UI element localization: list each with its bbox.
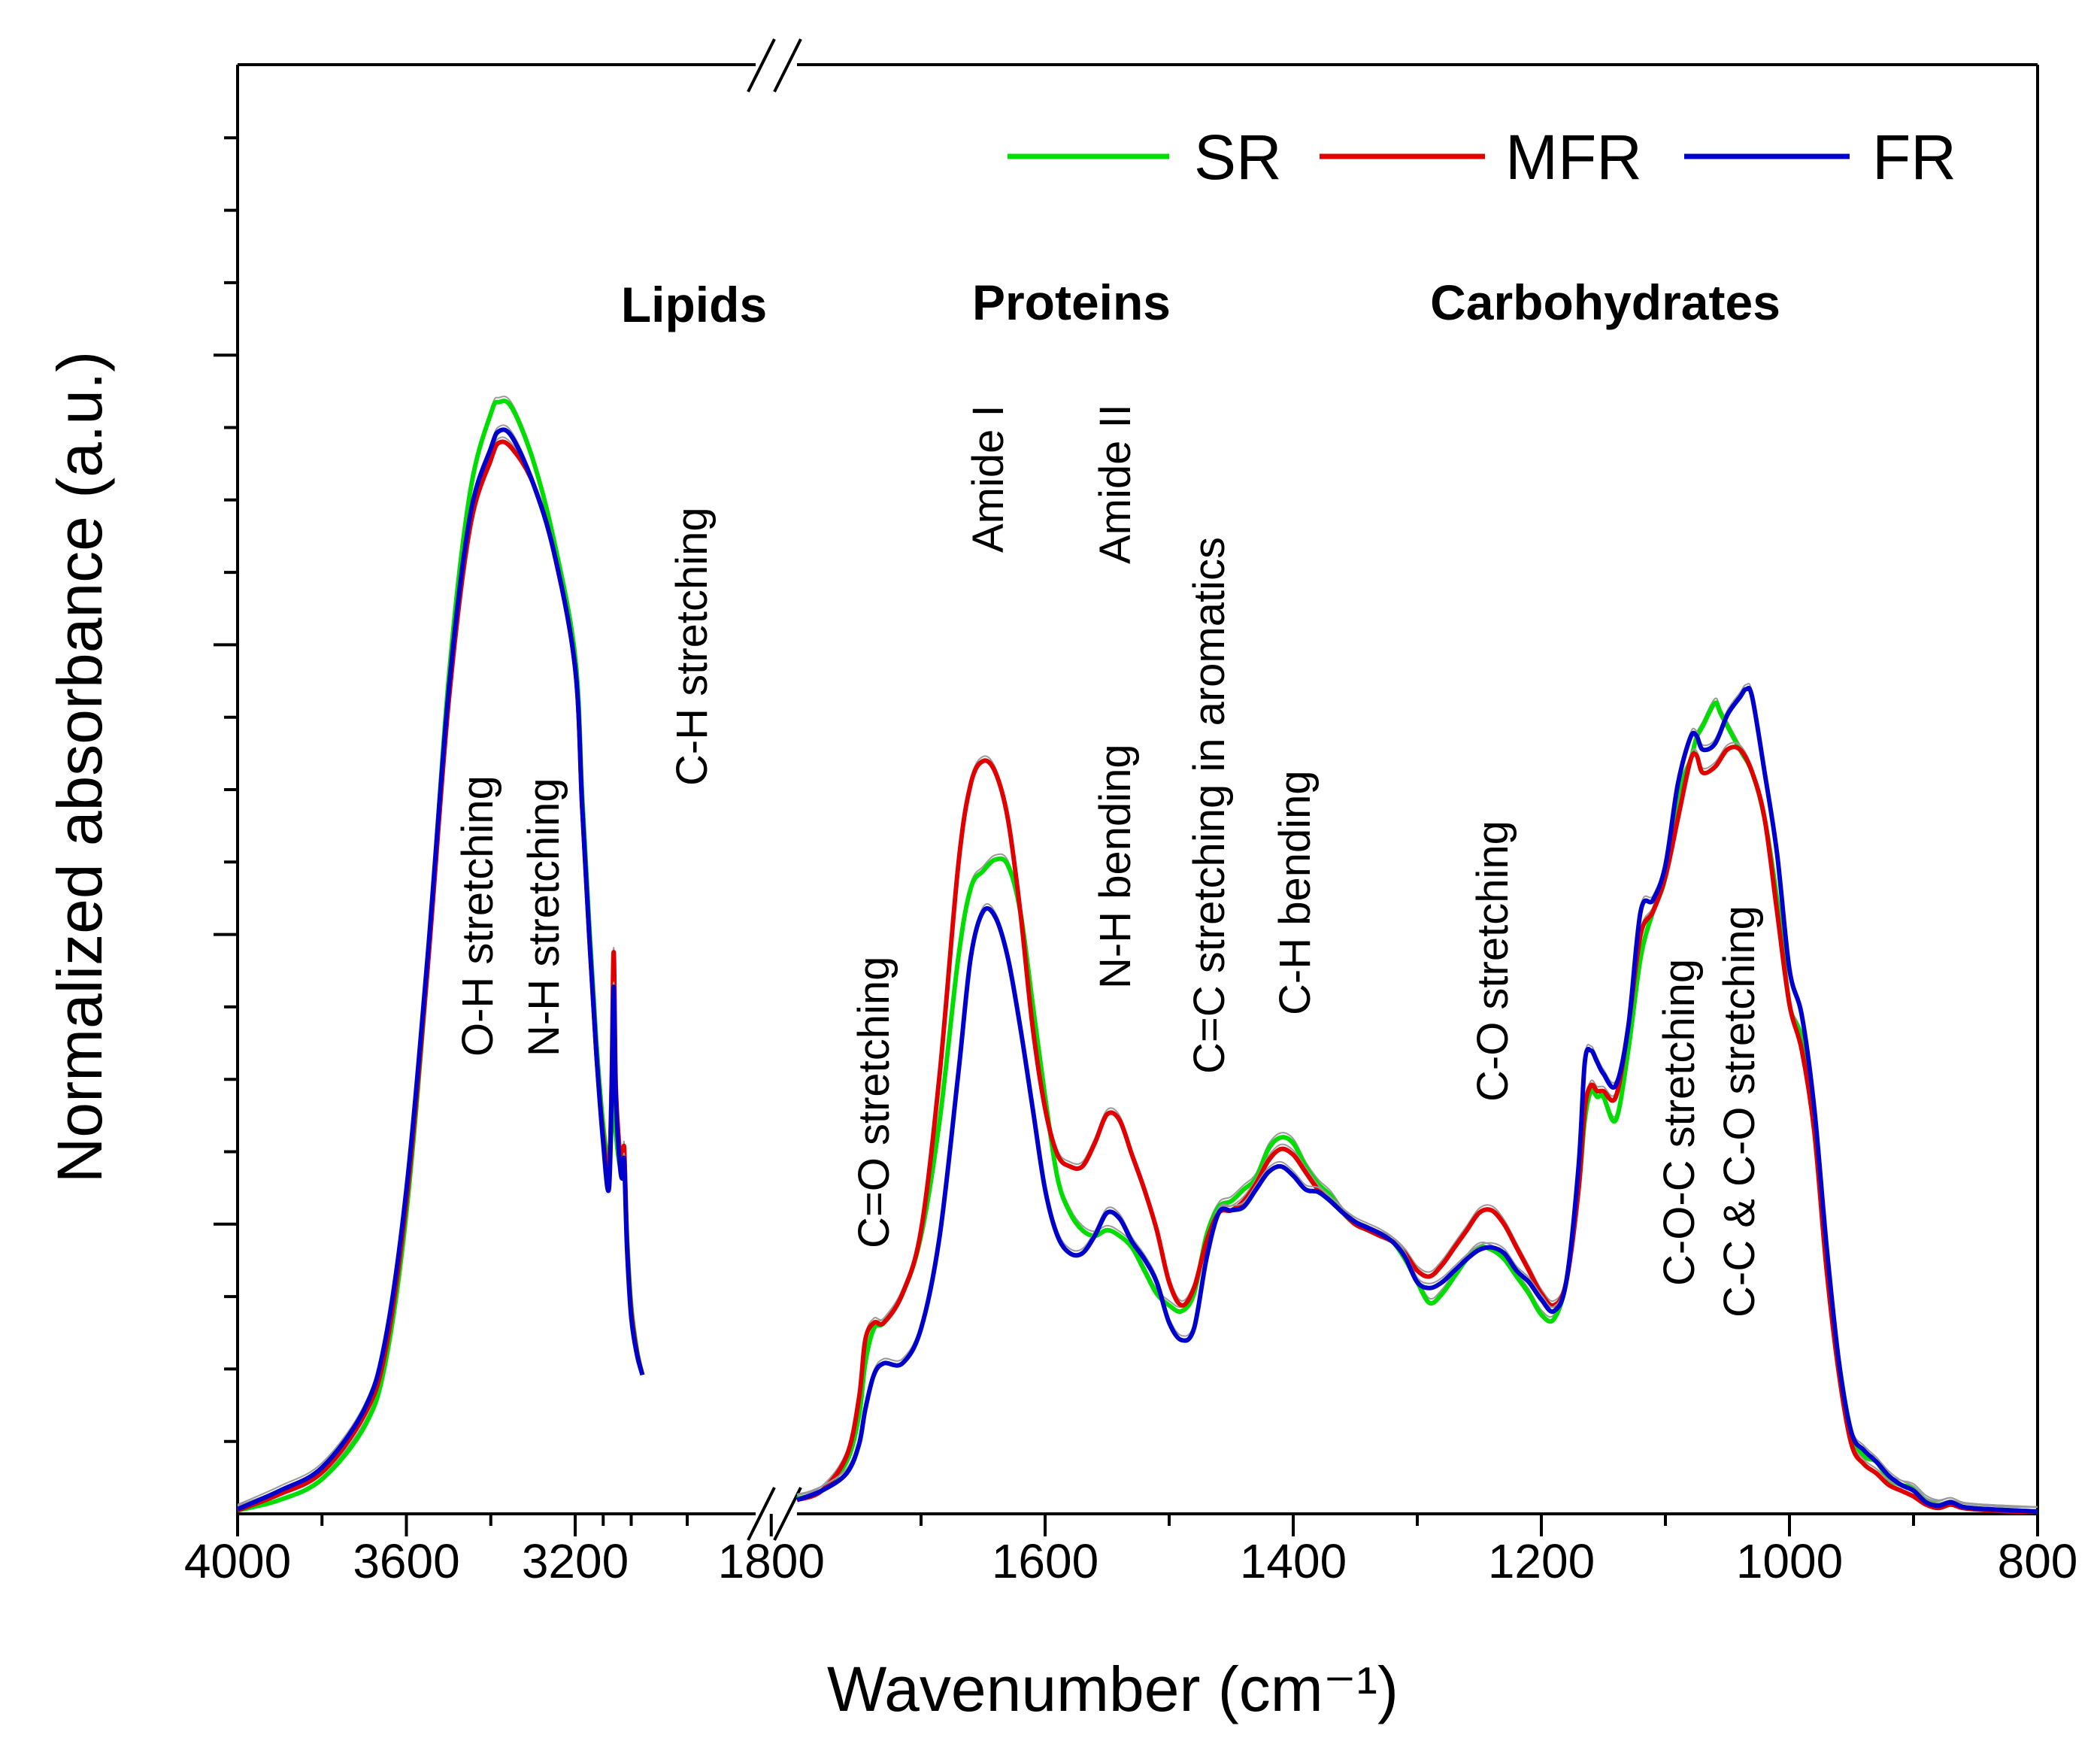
x-axis-ticks	[236, 1514, 2039, 1536]
x-axis-tick-labels: 4000 3600 3200 1800 1600 1400 1200 1000 800	[184, 1534, 2078, 1588]
legend: SR MFR FR	[1008, 122, 1956, 193]
x-tick-label-4000: 4000	[184, 1534, 291, 1588]
annotation-oh-stretching: O-H stretching	[453, 775, 502, 1057]
annotation-nh-stretching: N-H stretching	[520, 778, 568, 1057]
annotation-ch-bending: C-H bending	[1271, 770, 1320, 1015]
break-top-1	[747, 38, 776, 92]
x-tick-label-3600: 3600	[353, 1534, 459, 1588]
annotation-co-stretching: C-O stretching	[1468, 820, 1517, 1102]
group-label-lipids: Lipids	[621, 277, 767, 332]
break-bottom-1	[747, 1487, 776, 1541]
annotation-amide-i: Amide I	[964, 405, 1013, 553]
annotation-coc-stretching: C-O-C stretching	[1655, 959, 1704, 1286]
series-line-fr-right	[795, 685, 2038, 1514]
series-line-mfr-right	[795, 745, 2038, 1515]
group-label-proteins: Proteins	[972, 274, 1171, 330]
group-label-carbohydrates: Carbohydrates	[1430, 274, 1780, 330]
x-tick-label-1800: 1800	[718, 1534, 825, 1588]
x-tick-label-1200: 1200	[1488, 1534, 1595, 1588]
annotation-co-stretching-carbonyl: C=O stretching	[850, 957, 898, 1248]
break-top-2	[773, 38, 802, 92]
x-tick-label-1000: 1000	[1736, 1534, 1843, 1588]
series-line-fr-left	[236, 427, 645, 1512]
x-tick-label-3200: 3200	[522, 1534, 629, 1588]
y-axis-title: Normalized absorbance (a.u.)	[44, 351, 115, 1184]
legend-label-sr: SR	[1194, 122, 1282, 193]
break-bottom-2	[773, 1487, 802, 1541]
x-tick-label-800: 800	[1998, 1534, 2078, 1588]
x-axis-title: Wavenumber (cm⁻¹)	[827, 1654, 1398, 1724]
x-tick-label-1600: 1600	[992, 1534, 1098, 1588]
x-tick-label-1400: 1400	[1240, 1534, 1347, 1588]
y-axis-ticks	[214, 136, 238, 1443]
annotation-cc-aromatics: C=C stretching in aromatics	[1185, 537, 1234, 1074]
spectra-lines	[236, 396, 2038, 1515]
annotation-ch-stretching: C-H stretching	[668, 507, 717, 786]
legend-label-mfr: MFR	[1505, 122, 1642, 193]
legend-label-fr: FR	[1872, 122, 1956, 193]
annotation-nh-bending: N-H bending	[1091, 744, 1140, 989]
axis-break-marks	[747, 38, 802, 1541]
annotation-amide-ii: Amide II	[1091, 404, 1140, 564]
annotation-cc-co-stretching: C-C & C-O stretching	[1715, 905, 1764, 1318]
